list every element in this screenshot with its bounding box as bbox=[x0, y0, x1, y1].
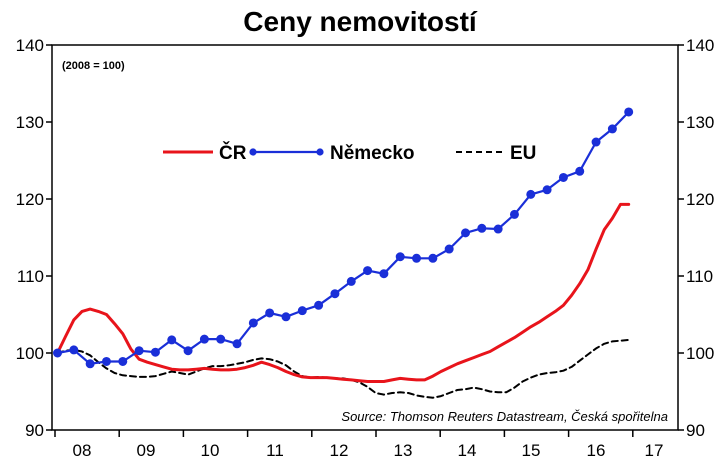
data-point-nemecko bbox=[493, 224, 503, 234]
data-point-nemecko bbox=[199, 334, 209, 344]
y-tick-label-left: 90 bbox=[25, 421, 44, 440]
data-point-nemecko bbox=[265, 308, 275, 318]
data-point-nemecko bbox=[607, 124, 617, 134]
legend: ČR Německo EU bbox=[163, 142, 536, 164]
legend-label-nemecko: Německo bbox=[330, 143, 415, 164]
y-tick-label-left: 130 bbox=[16, 113, 44, 132]
data-point-nemecko bbox=[85, 359, 95, 369]
data-point-nemecko bbox=[346, 276, 356, 286]
x-tick-label: 12 bbox=[330, 441, 349, 460]
data-point-nemecko bbox=[575, 166, 585, 176]
data-point-nemecko bbox=[558, 172, 568, 182]
legend-marker-nemecko bbox=[316, 148, 324, 156]
plot-area bbox=[53, 107, 634, 399]
chart-title: Ceny nemovitostí bbox=[243, 6, 478, 37]
data-point-nemecko bbox=[281, 312, 291, 322]
data-point-nemecko bbox=[428, 253, 438, 263]
y-tick-label-right: 110 bbox=[686, 267, 713, 286]
data-point-nemecko bbox=[183, 346, 193, 356]
data-point-nemecko bbox=[118, 356, 128, 366]
y-tick-label-right: 130 bbox=[686, 113, 714, 132]
data-point-nemecko bbox=[167, 335, 177, 345]
x-tick-label: 11 bbox=[266, 441, 284, 460]
series-line-cr bbox=[56, 202, 631, 383]
x-tick-label: 15 bbox=[522, 441, 541, 460]
y-tick-label-left: 120 bbox=[16, 190, 44, 209]
data-point-nemecko bbox=[624, 107, 634, 117]
data-point-nemecko bbox=[297, 306, 307, 316]
legend-marker-nemecko bbox=[249, 148, 257, 156]
index-note: (2008 = 100) bbox=[62, 60, 125, 72]
data-point-nemecko bbox=[69, 345, 79, 355]
data-point-nemecko bbox=[379, 269, 389, 279]
y-tick-label-left: 100 bbox=[16, 344, 44, 363]
data-point-nemecko bbox=[412, 253, 422, 263]
data-point-nemecko bbox=[509, 209, 519, 219]
data-point-nemecko bbox=[477, 223, 487, 233]
data-point-nemecko bbox=[134, 346, 144, 356]
x-tick-label: 08 bbox=[73, 441, 92, 460]
x-tick-label: 09 bbox=[137, 441, 156, 460]
data-point-nemecko bbox=[216, 334, 226, 344]
legend-label-eu: EU bbox=[510, 143, 536, 164]
data-point-nemecko bbox=[395, 252, 405, 262]
data-point-nemecko bbox=[232, 339, 242, 349]
y-tick-label-right: 100 bbox=[686, 344, 714, 363]
data-point-nemecko bbox=[150, 347, 160, 357]
y-tick-label-left: 140 bbox=[16, 36, 44, 55]
x-tick-label: 13 bbox=[394, 441, 413, 460]
data-point-nemecko bbox=[526, 189, 536, 199]
axes: 90 90 100 100 110 110 120 120 130 130 140 140 08 09 10… bbox=[16, 36, 715, 460]
x-tick-label: 10 bbox=[201, 441, 220, 460]
x-tick-label: 17 bbox=[645, 441, 664, 460]
y-tick-label-right: 140 bbox=[686, 36, 714, 55]
data-point-nemecko bbox=[461, 228, 470, 238]
data-point-nemecko bbox=[363, 266, 373, 276]
data-point-nemecko bbox=[101, 356, 111, 366]
data-point-nemecko bbox=[542, 185, 552, 195]
data-point-nemecko bbox=[330, 289, 340, 299]
plot-frame bbox=[51, 44, 679, 431]
x-tick-label: 14 bbox=[458, 441, 477, 460]
series-line-eu bbox=[56, 338, 630, 399]
source-note: Source: Thomson Reuters Datastream, Česk… bbox=[341, 409, 668, 424]
data-point-nemecko bbox=[314, 300, 324, 310]
x-tick-label: 16 bbox=[587, 441, 606, 460]
y-tick-label-left: 110 bbox=[17, 267, 44, 286]
data-point-nemecko bbox=[444, 244, 454, 254]
legend-label-cr: ČR bbox=[219, 142, 247, 164]
data-point-nemecko bbox=[53, 348, 62, 358]
data-point-nemecko bbox=[591, 137, 601, 147]
y-tick-label-right: 90 bbox=[686, 421, 705, 440]
y-tick-label-right: 120 bbox=[686, 190, 714, 209]
data-point-nemecko bbox=[248, 318, 258, 328]
